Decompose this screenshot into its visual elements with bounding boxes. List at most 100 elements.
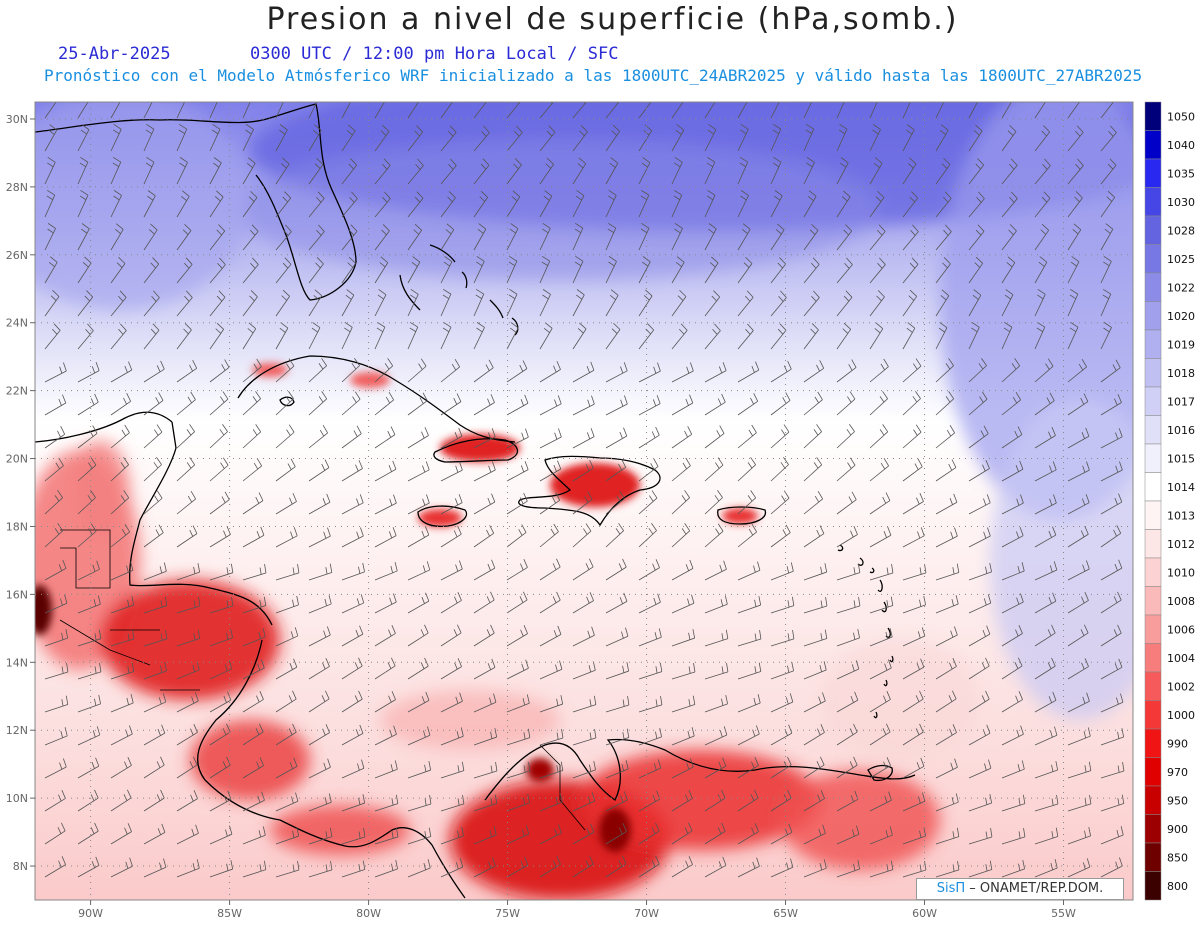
wind-barb <box>935 493 958 515</box>
legend-level-label: 1019 <box>1167 338 1195 351</box>
wind-barb <box>77 490 96 515</box>
wind-barb <box>935 191 952 218</box>
wind-barb <box>935 424 955 449</box>
wind-barb <box>407 494 430 515</box>
wind-barb <box>209 756 231 779</box>
wind-barb <box>737 561 761 581</box>
wind-barb <box>143 661 167 680</box>
wind-barb <box>836 257 853 284</box>
longitude-labels: 90W 85W 80W 75W 70W 65W 60W 55W <box>78 900 1076 920</box>
wind-barb <box>77 457 97 482</box>
wind-barb <box>605 791 628 812</box>
legend-level-label: 1006 <box>1167 623 1195 636</box>
wind-barb <box>770 424 790 449</box>
wind-barb <box>803 360 825 383</box>
wind-barb <box>77 124 90 152</box>
wind-barb <box>44 758 67 779</box>
wind-barb <box>1001 527 1024 548</box>
wind-barb <box>902 358 922 383</box>
wind-barb <box>605 157 619 185</box>
wind-barb <box>902 224 919 251</box>
wind-barb <box>770 156 782 185</box>
wind-barb <box>1001 321 1013 350</box>
wind-barb <box>77 256 92 284</box>
wind-barb <box>968 289 982 317</box>
wind-barb <box>737 490 757 515</box>
wind-barb <box>737 630 762 647</box>
wind-barb <box>638 323 655 350</box>
legend-swatch <box>1144 472 1162 502</box>
wind-barb <box>836 825 860 845</box>
legend-swatch <box>1144 785 1162 815</box>
wind-barb <box>209 322 224 350</box>
wind-barb <box>143 257 160 284</box>
wind-barb <box>671 856 693 878</box>
wind-barb <box>539 157 554 185</box>
wind-barb <box>803 597 828 614</box>
wind-barb <box>968 794 993 812</box>
wind-barb <box>110 596 135 614</box>
wind-barb <box>275 322 289 350</box>
wind-barb <box>1034 561 1058 581</box>
wind-barb <box>506 255 518 284</box>
wind-barb <box>440 592 462 614</box>
wind-barb <box>1034 461 1057 482</box>
wind-barb <box>935 724 957 746</box>
wind-barb <box>836 628 860 647</box>
legend-level-label: 1000 <box>1167 709 1195 722</box>
wind-barb <box>341 562 365 581</box>
wind-barb <box>572 491 593 515</box>
wind-barb <box>209 359 230 383</box>
wind-barb <box>209 790 232 812</box>
wind-barb <box>803 490 823 515</box>
wind-barb <box>1067 560 1090 581</box>
legend-swatch <box>1144 101 1162 131</box>
wind-barb <box>869 826 893 845</box>
wind-barb <box>473 288 485 317</box>
wind-barb <box>77 789 99 812</box>
wind-barb <box>1034 392 1055 416</box>
wind-barb <box>1001 760 1025 779</box>
wind-barb <box>440 525 462 548</box>
wind-barb <box>638 727 662 746</box>
wind-barb <box>1067 223 1082 251</box>
wind-barb <box>506 394 529 416</box>
wind-barb <box>605 662 630 680</box>
wind-barb <box>407 321 419 350</box>
wind-barb <box>308 322 321 350</box>
wind-barb <box>473 857 496 878</box>
wind-barb <box>110 662 135 680</box>
wind-barb <box>110 190 122 218</box>
wind-barb <box>407 461 430 482</box>
wind-barb <box>44 695 69 713</box>
wind-barb <box>209 563 234 581</box>
wind-barb <box>770 290 787 317</box>
wind-barb <box>176 525 198 548</box>
wind-barb <box>110 156 122 185</box>
wind-barb <box>935 459 957 482</box>
wind-barb <box>605 395 628 416</box>
high-pressure-zone <box>35 102 1133 720</box>
legend-swatch <box>1144 728 1162 758</box>
wind-barb <box>242 391 261 416</box>
wind-barb <box>704 856 727 878</box>
wind-barb <box>902 757 925 779</box>
legend-swatch <box>1144 415 1162 445</box>
wind-barb <box>209 628 233 647</box>
wind-barb <box>143 392 164 416</box>
wind-barb <box>341 425 362 449</box>
wind-barb <box>242 102 251 119</box>
wind-barb <box>176 490 197 515</box>
wind-barb <box>869 757 891 779</box>
wind-barbs <box>44 102 1125 878</box>
wind-barb <box>176 223 192 251</box>
wind-barb <box>638 157 651 185</box>
wind-barb <box>1001 102 1012 119</box>
wind-barb <box>1100 525 1122 548</box>
wind-barb <box>737 424 757 449</box>
wind-barb <box>770 596 795 614</box>
wind-barb <box>242 691 264 713</box>
legend-swatch <box>1144 643 1162 673</box>
latitude-labels: 8N 10N 12N 14N 16N 18N 20N 22N 24N 26N 28N 30N <box>6 113 35 873</box>
wind-barb <box>935 626 958 647</box>
